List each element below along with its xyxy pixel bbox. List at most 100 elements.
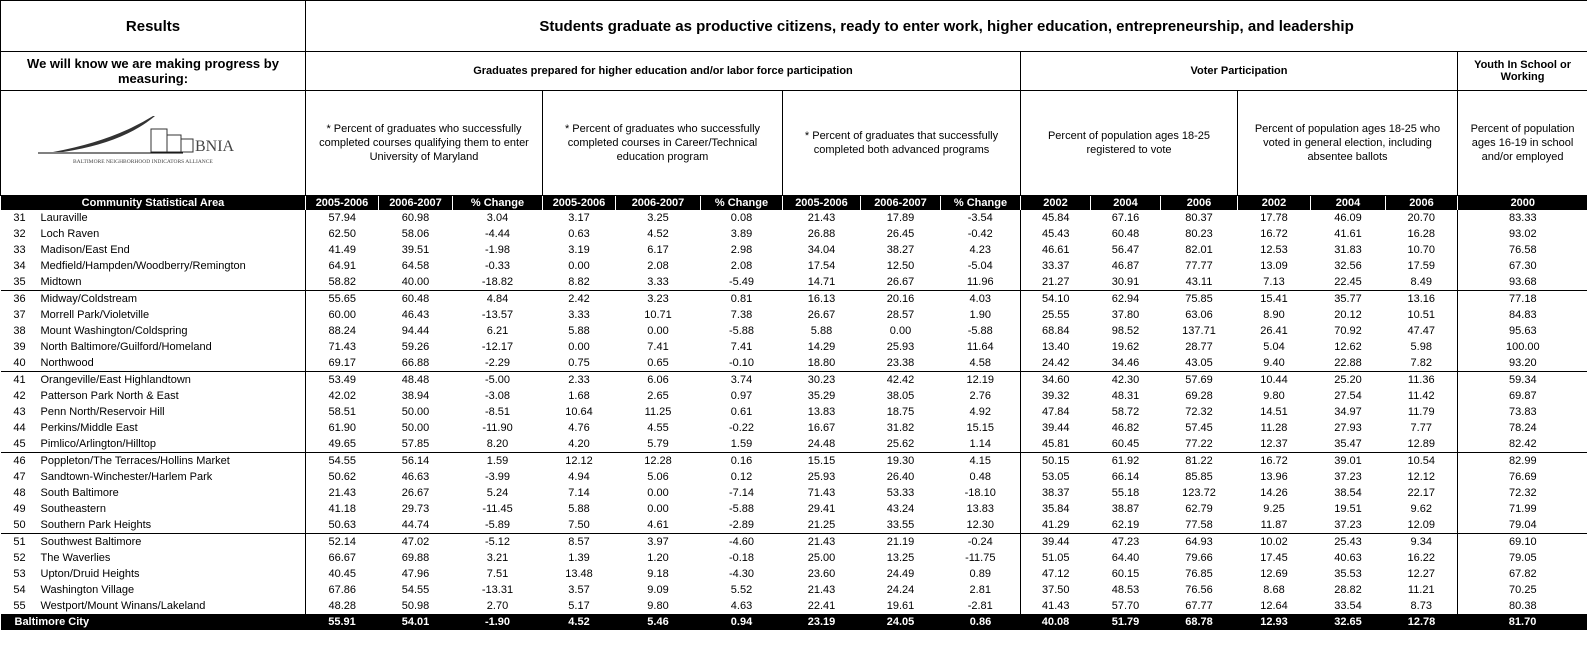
value-cell: 69.10 — [1456, 533, 1587, 550]
value-cell: 26.67 — [401, 487, 430, 499]
value-cell: 12.50 — [886, 260, 915, 272]
column-label: 2006-2007 — [615, 195, 701, 210]
value-cell: 76.69 — [1456, 469, 1587, 485]
value-cell: 15.15 — [966, 422, 995, 434]
column-label: 2006 — [1160, 195, 1238, 210]
value-cell: 12.12 — [1407, 471, 1436, 483]
value-cell: 2.08 — [647, 260, 669, 272]
value-cell: 21.27 — [1020, 274, 1091, 291]
value-cell: 0.97 — [730, 390, 753, 402]
value-cell: 28.82 — [1334, 584, 1362, 596]
value-cell: 35.47 — [1334, 438, 1362, 450]
value-cell: 38.27 — [886, 244, 915, 256]
value-cell: -5.04 — [967, 260, 993, 272]
value-cell: 13.96 — [1260, 471, 1288, 483]
area-id: 54 — [13, 584, 26, 596]
column-label: 2004 — [1310, 195, 1386, 210]
value-cell: 7.82 — [1410, 357, 1432, 369]
value-cell: 29.73 — [401, 503, 430, 515]
value-cell: 64.93 — [1160, 533, 1238, 550]
value-cell: 13.83 — [807, 406, 836, 418]
indicator-title: * Percent of graduates who successfully … — [305, 90, 543, 196]
value-cell: 16.72 — [1237, 452, 1311, 469]
value-cell: 7.14 — [568, 487, 590, 499]
value-cell: 81.22 — [1160, 452, 1238, 469]
value-cell: 77.58 — [1185, 519, 1213, 531]
value-cell: 79.66 — [1185, 552, 1213, 564]
value-cell: 10.44 — [1237, 371, 1311, 388]
value-cell: 59.26 — [401, 341, 430, 353]
value-cell: -0.42 — [967, 228, 993, 240]
value-cell: 85.85 — [1185, 471, 1213, 483]
area-name: Perkins/Middle East — [40, 422, 138, 434]
value-cell: 1.59 — [452, 452, 543, 469]
value-cell: 23.38 — [886, 357, 915, 369]
value-cell: 9.34 — [1385, 533, 1458, 550]
value-cell: 12.89 — [1407, 438, 1436, 450]
value-cell: -0.18 — [728, 552, 755, 564]
value-cell: 20.12 — [1334, 309, 1362, 321]
value-cell: 60.00 — [305, 307, 379, 323]
value-cell: 47.02 — [378, 533, 453, 550]
value-cell: 4.63 — [730, 600, 753, 612]
value-cell: 54.10 — [1020, 290, 1091, 307]
value-cell: 12.53 — [1260, 244, 1288, 256]
value-cell: 39.44 — [1020, 533, 1091, 550]
value-cell: 77.77 — [1185, 260, 1213, 272]
data-row: 50 Southern Park Heights 50.63 44.74 -5.89 7.… — [1, 517, 1587, 534]
total-value: 0.94 — [700, 614, 783, 630]
value-cell: 4.55 — [647, 422, 669, 434]
value-cell: 4.20 — [568, 438, 590, 450]
value-cell: 2.42 — [542, 290, 616, 307]
value-cell: 40.00 — [401, 276, 430, 288]
value-cell: 54.55 — [305, 452, 379, 469]
area-name: Southwest Baltimore — [38, 533, 306, 550]
data-row: 43 Penn North/Reservoir Hill 58.51 50.00 -8.… — [1, 404, 1587, 420]
value-cell: 57.85 — [401, 438, 430, 450]
value-cell: -12.17 — [481, 341, 514, 353]
total-value: 12.78 — [1385, 614, 1458, 630]
value-cell: 12.28 — [615, 452, 701, 469]
value-cell: 34.60 — [1020, 371, 1091, 388]
value-cell: 8.68 — [1263, 584, 1285, 596]
value-cell: 11.25 — [644, 406, 672, 418]
value-cell: 2.33 — [542, 371, 616, 388]
value-cell: -13.57 — [481, 309, 514, 321]
value-cell: -5.49 — [728, 276, 755, 288]
value-cell: 8.20 — [486, 438, 509, 450]
value-cell: 3.04 — [486, 212, 509, 224]
value-cell: 16.72 — [1260, 228, 1288, 240]
value-cell: 60.15 — [1111, 568, 1140, 580]
value-cell: 38.37 — [1020, 485, 1091, 501]
value-cell: -4.60 — [700, 533, 783, 550]
value-cell: 20.70 — [1407, 212, 1436, 224]
area-name: South Baltimore — [40, 487, 119, 499]
value-cell: 57.94 — [305, 210, 379, 226]
value-cell: 10.51 — [1407, 309, 1436, 321]
value-cell: 64.58 — [401, 260, 430, 272]
value-cell: 57.45 — [1185, 422, 1213, 434]
value-cell: 25.20 — [1310, 371, 1386, 388]
value-cell: 43.05 — [1185, 357, 1213, 369]
value-cell: 7.77 — [1410, 422, 1432, 434]
value-cell: 73.83 — [1456, 404, 1587, 420]
value-cell: 4.76 — [568, 422, 590, 434]
column-label: % Change — [700, 195, 783, 210]
value-cell: 11.21 — [1407, 584, 1435, 596]
value-cell: 70.25 — [1456, 582, 1587, 598]
value-cell: 11.64 — [966, 341, 994, 353]
value-cell: 11.87 — [1260, 519, 1288, 531]
value-cell: 61.92 — [1090, 452, 1161, 469]
value-cell: 1.14 — [969, 438, 991, 450]
area-name: Lauraville — [40, 212, 88, 224]
column-label: 2000 — [1456, 195, 1587, 210]
value-cell: 9.62 — [1410, 503, 1432, 515]
value-cell: 7.38 — [730, 309, 753, 321]
value-cell: 33.55 — [886, 519, 915, 531]
area-name: Poppleton/The Terraces/Hollins Market — [38, 452, 306, 469]
value-cell: 59.34 — [1456, 371, 1587, 388]
value-cell: 3.17 — [568, 212, 590, 224]
value-cell: 46.63 — [401, 471, 430, 483]
value-cell: 23.60 — [807, 568, 836, 580]
value-cell: 10.02 — [1237, 533, 1311, 550]
